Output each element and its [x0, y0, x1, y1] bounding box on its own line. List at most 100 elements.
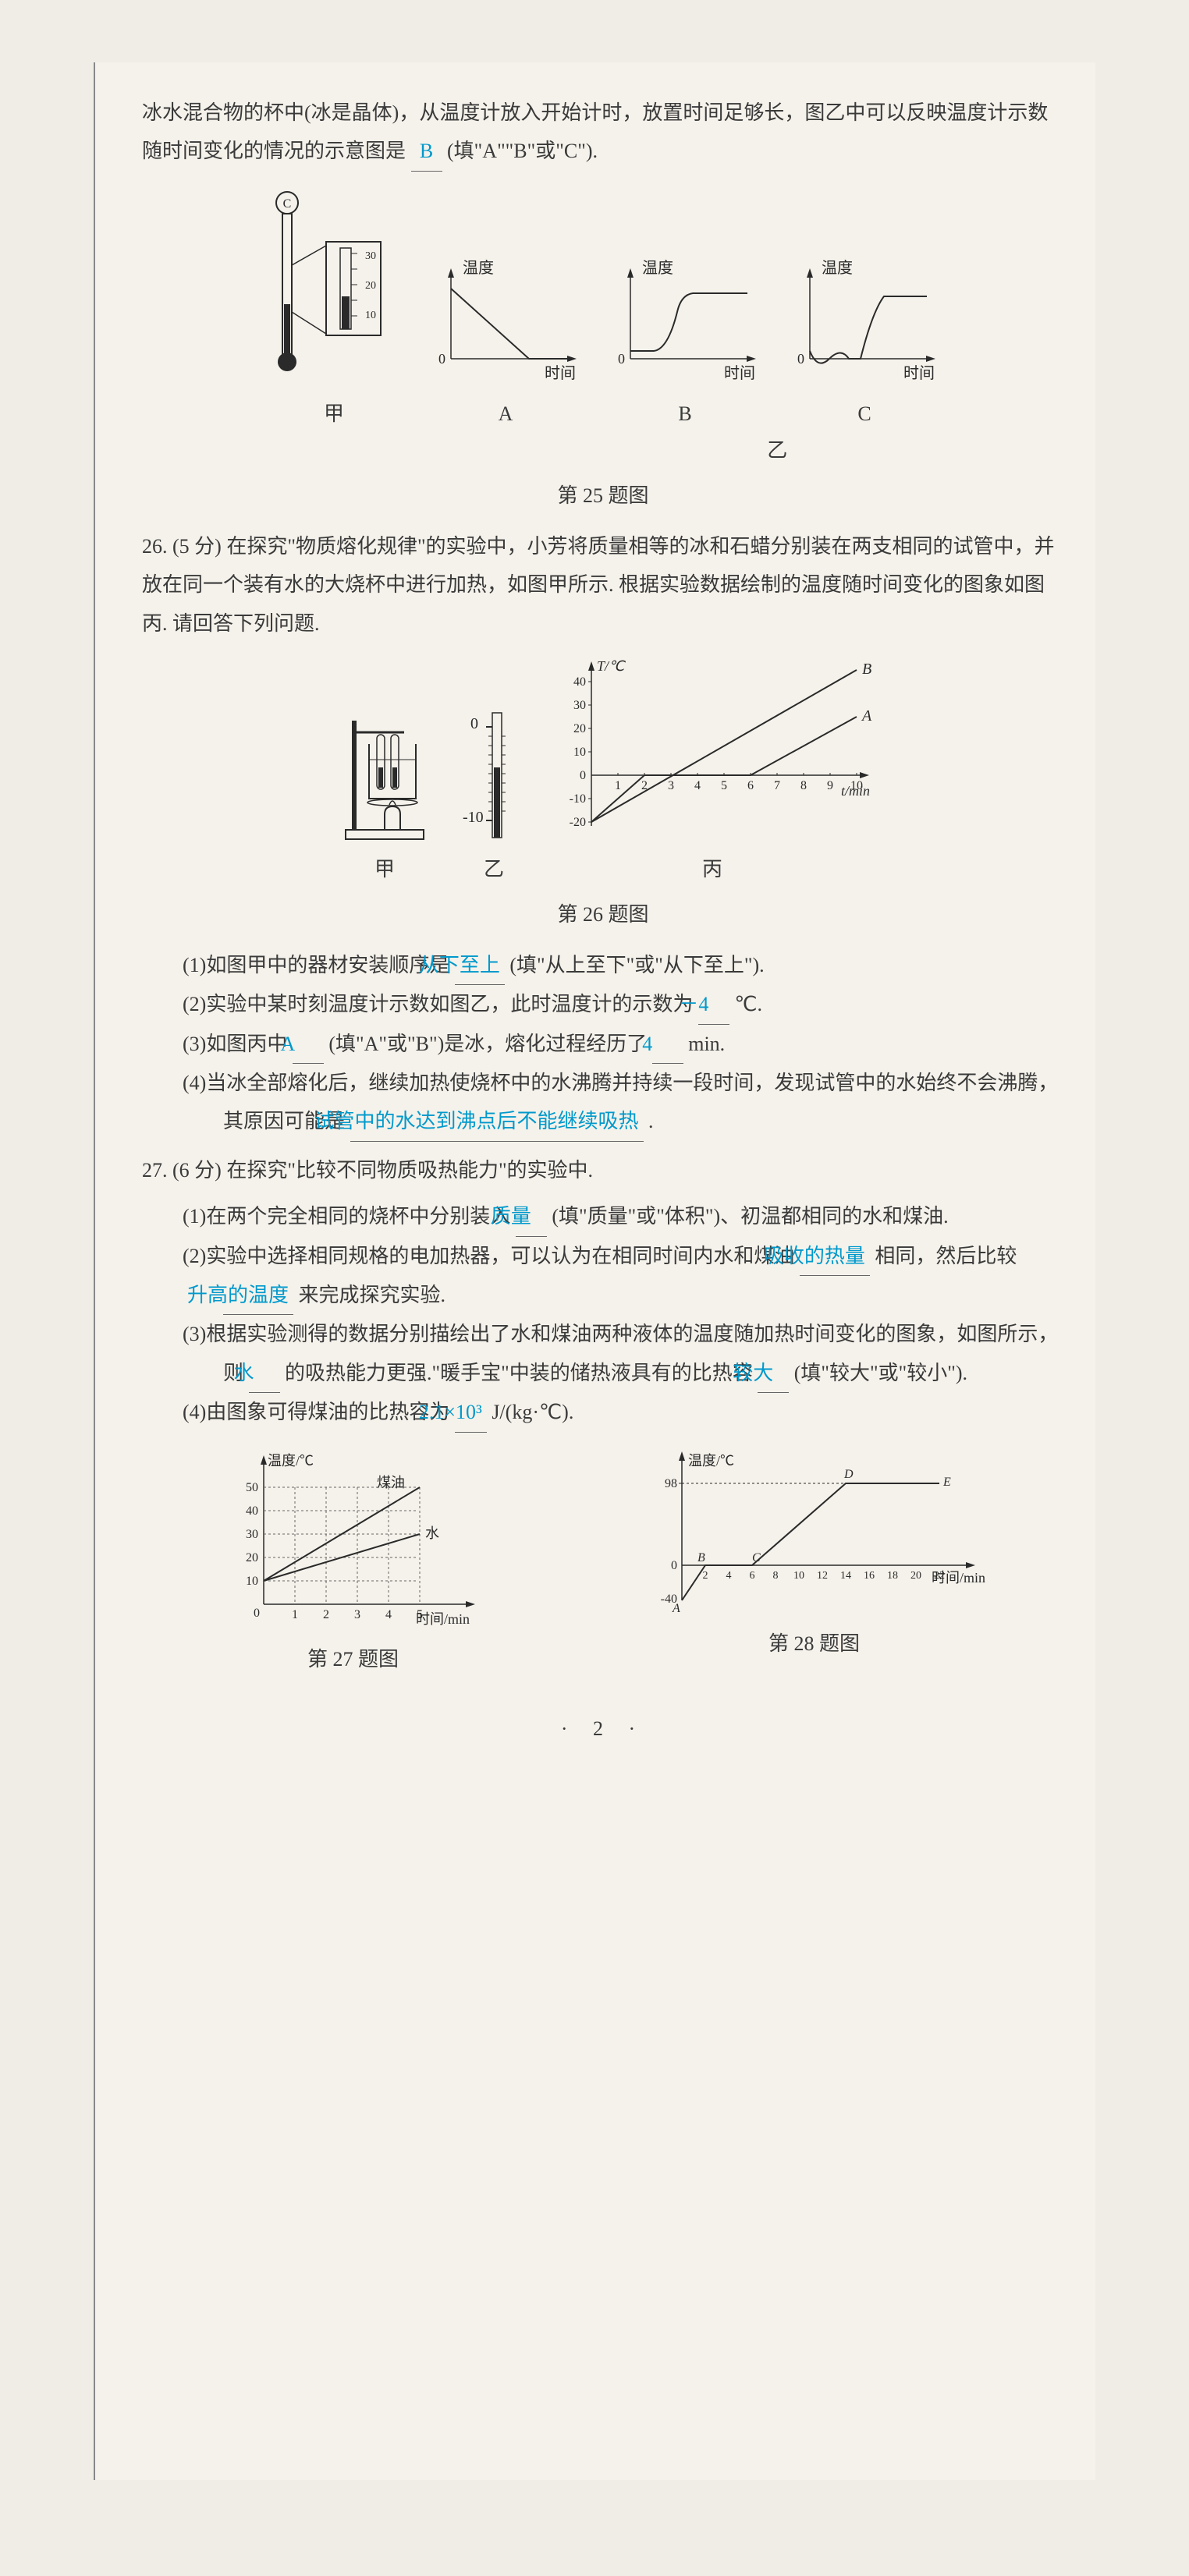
svg-text:4: 4 — [726, 1570, 731, 1582]
svg-text:50: 50 — [246, 1481, 258, 1494]
svg-text:6: 6 — [749, 1570, 754, 1582]
q27-stem: 27. (6 分) 在探究"比较不同物质吸热能力"的实验中. — [142, 1151, 1064, 1189]
q27-28-figure-row: 温度/℃ 时间/min 0 102030 4050 — [142, 1448, 1064, 1678]
q28-graph: 温度/℃ 时间/min 98 0 -40 246 81012 141618 20… — [643, 1448, 986, 1620]
q27-part-4: (4)由图象可得煤油的比热容为 2.1×10³ J/(kg·℃). — [183, 1393, 1064, 1432]
svg-text:22: 22 — [934, 1570, 945, 1582]
svg-text:时间: 时间 — [545, 364, 576, 382]
svg-text:0: 0 — [438, 351, 445, 367]
thermometer-icon: C 10 20 30 — [264, 187, 404, 390]
q27-ans-1: 质量 — [516, 1197, 547, 1236]
q27-ans-2b: 升高的温度 — [223, 1276, 293, 1315]
svg-text:T/℃: T/℃ — [597, 658, 626, 674]
svg-text:10: 10 — [793, 1570, 804, 1582]
q26-caption: 第 26 题图 — [142, 895, 1064, 934]
svg-text:2: 2 — [702, 1570, 708, 1582]
svg-text:14: 14 — [840, 1570, 851, 1582]
q25-graph-c: 温度 0 时间 — [786, 257, 942, 390]
svg-text:10: 10 — [365, 310, 376, 321]
q27-ans-2a: 吸收的热量 — [800, 1237, 870, 1276]
apparatus-icon — [330, 689, 439, 845]
q27-ans-3a: 水 — [249, 1354, 280, 1393]
svg-text:-10: -10 — [570, 792, 586, 806]
svg-text:0: 0 — [580, 769, 586, 782]
q27-ans-4: 2.1×10³ — [455, 1393, 487, 1432]
thermo-top-label: C — [283, 197, 292, 211]
thermo-small-icon: 0 -10 — [463, 689, 525, 845]
svg-text:煤油: 煤油 — [377, 1475, 405, 1490]
q26-ans-3b: 4 — [652, 1025, 683, 1064]
svg-text:16: 16 — [864, 1570, 875, 1582]
q26-graph-bing: T/℃ t/min 40 30 20 10 0 -10 -20 123 — [548, 658, 876, 845]
svg-text:20: 20 — [573, 722, 586, 735]
q27-part-3: (3)根据实验测得的数据分别描绘出了水和煤油两种液体的温度随加热时间变化的图象，… — [183, 1315, 1064, 1393]
svg-text:C: C — [752, 1551, 761, 1564]
svg-text:A: A — [672, 1602, 680, 1615]
q26-ans-3a: A — [293, 1025, 324, 1064]
q26-ans-2: －4 — [698, 985, 729, 1024]
svg-text:E: E — [942, 1476, 951, 1489]
svg-text:18: 18 — [887, 1570, 898, 1582]
q25-label-a: A — [428, 395, 584, 433]
q25-cont: 冰水混合物的杯中(冰是晶体)，从温度计放入开始计时，放置时间足够长，图乙中可以反… — [142, 94, 1064, 172]
q25-label-b: B — [607, 395, 763, 433]
svg-text:3: 3 — [668, 779, 674, 792]
q26-sublabel-left: 甲 — [330, 850, 439, 888]
svg-text:30: 30 — [246, 1528, 258, 1541]
svg-text:6: 6 — [747, 779, 754, 792]
q26-part-2: (2)实验中某时刻温度计示数如图乙，此时温度计的示数为 －4 ℃. — [183, 985, 1064, 1024]
svg-text:时间: 时间 — [724, 364, 755, 382]
svg-text:温度/℃: 温度/℃ — [268, 1453, 314, 1469]
svg-text:9: 9 — [827, 779, 833, 792]
svg-text:D: D — [843, 1468, 854, 1481]
q25-answer: B — [411, 132, 442, 171]
svg-text:-10: -10 — [463, 809, 484, 826]
svg-text:水: 水 — [425, 1525, 439, 1541]
q26-part-4: (4)当冰全部熔化后，继续加热使烧杯中的水沸腾并持续一段时间，发现试管中的水始终… — [183, 1064, 1064, 1142]
q26-part-1: (1)如图甲中的器材安装顺序是 从下至上 (填"从上至下"或"从下至上"). — [183, 946, 1064, 985]
svg-text:10: 10 — [246, 1575, 258, 1588]
q25-text-2: (填"A""B"或"C"). — [447, 140, 598, 162]
svg-text:B: B — [862, 661, 871, 678]
svg-text:40: 40 — [246, 1504, 258, 1518]
svg-text:1: 1 — [292, 1608, 298, 1621]
svg-text:3: 3 — [354, 1608, 360, 1621]
page-number: · 2 · — [142, 1710, 1064, 1748]
svg-text:30: 30 — [573, 699, 586, 712]
svg-text:7: 7 — [774, 779, 780, 792]
svg-text:0: 0 — [671, 1559, 677, 1572]
svg-text:20: 20 — [246, 1551, 258, 1564]
q26-ans-1: 从下至上 — [455, 946, 505, 985]
q25-graph-b: 温度 0 时间 — [607, 257, 763, 390]
svg-text:2: 2 — [323, 1608, 329, 1621]
q25-caption: 第 25 题图 — [142, 477, 1064, 515]
q27-ans-3b: 较大 — [758, 1354, 789, 1393]
svg-text:12: 12 — [817, 1570, 828, 1582]
q26-num: 26. — [142, 535, 168, 558]
svg-text:10: 10 — [850, 779, 863, 792]
q27-num: 27. — [142, 1159, 168, 1182]
svg-text:0: 0 — [254, 1607, 260, 1620]
svg-text:4: 4 — [694, 779, 701, 792]
q26-stem: 26. (5 分) 在探究"物质熔化规律"的实验中，小芳将质量相等的冰和石蜡分别… — [142, 527, 1064, 643]
svg-text:5: 5 — [417, 1608, 423, 1621]
q26-stem-text: 在探究"物质熔化规律"的实验中，小芳将质量相等的冰和石蜡分别装在两支相同的试管中… — [142, 535, 1055, 635]
q25-graph-a: 温度 0 时间 — [428, 257, 584, 390]
svg-text:40: 40 — [573, 675, 586, 689]
svg-text:8: 8 — [800, 779, 807, 792]
svg-text:4: 4 — [385, 1608, 392, 1621]
q26-part-3: (3)如图丙中 A (填"A"或"B")是冰，熔化过程经历了 4 min. — [183, 1025, 1064, 1064]
q25-sublabel-right: 乙 — [767, 439, 787, 462]
svg-text:20: 20 — [365, 280, 376, 292]
q27-stem-text: 在探究"比较不同物质吸热能力"的实验中. — [226, 1159, 593, 1182]
q26-score: (5 分) — [172, 535, 222, 558]
q27-graph: 温度/℃ 时间/min 0 102030 4050 — [221, 1448, 486, 1635]
svg-text:98: 98 — [665, 1477, 677, 1490]
svg-text:-20: -20 — [570, 816, 586, 829]
q27-part-2: (2)实验中选择相同规格的电加热器，可以认为在相同时间内水和煤油 吸收的热量 相… — [183, 1237, 1064, 1316]
svg-text:20: 20 — [910, 1570, 921, 1582]
q26-sublabel-mid: 乙 — [463, 850, 525, 888]
q26-figure-row: 甲 0 -10 — [142, 658, 1064, 888]
svg-text:1: 1 — [615, 779, 621, 792]
q28-caption: 第 28 题图 — [643, 1625, 986, 1663]
